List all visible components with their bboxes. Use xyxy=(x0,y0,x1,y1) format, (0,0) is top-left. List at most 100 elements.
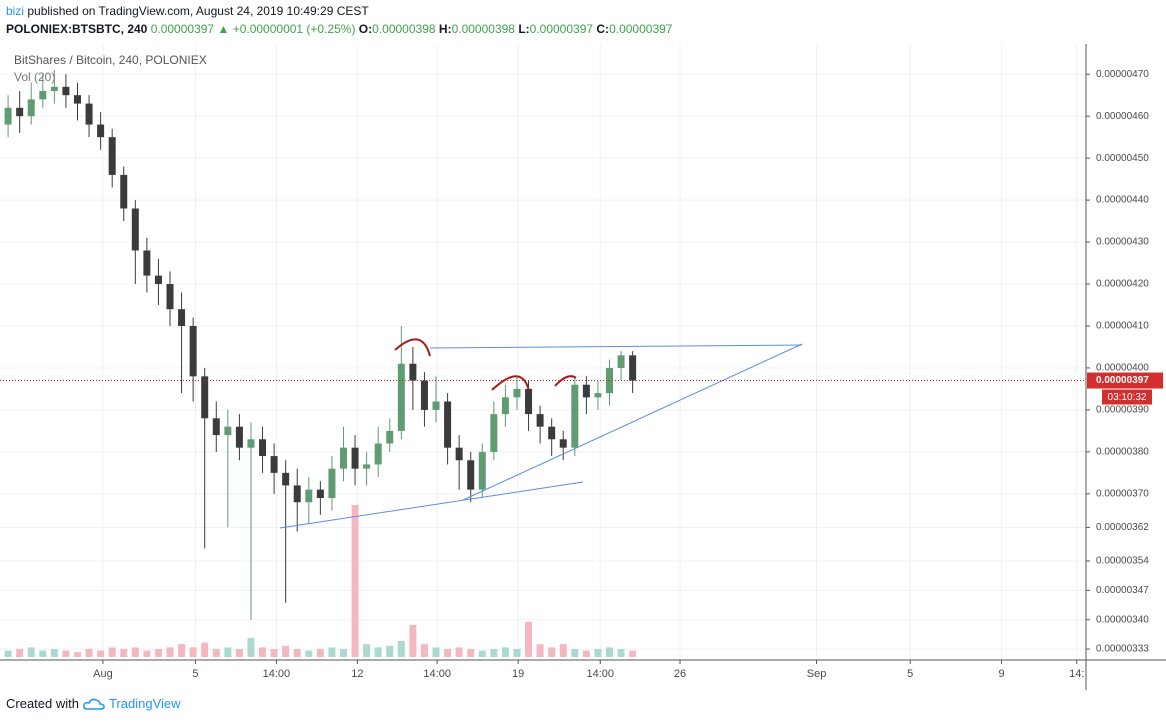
volume-bar xyxy=(201,642,209,657)
ohlc-label: H: xyxy=(438,22,452,36)
candle-body xyxy=(409,363,417,381)
candle-body xyxy=(374,443,382,465)
volume-bar xyxy=(490,649,498,657)
volume xyxy=(4,505,637,657)
volume-bar xyxy=(120,649,128,657)
volume-bar xyxy=(525,621,533,657)
volume-bar xyxy=(386,645,394,657)
y-tick-label: 0.00000410 xyxy=(1096,321,1149,332)
ohlc-label: L: xyxy=(518,22,530,36)
candle-body xyxy=(582,384,590,398)
y-tick-label: 0.00000333 xyxy=(1096,644,1149,655)
volume-bar xyxy=(39,650,47,657)
candle-body xyxy=(467,460,475,490)
candle-body xyxy=(4,107,12,125)
volume-bar xyxy=(73,652,81,657)
volume-bar xyxy=(432,647,440,657)
candle-body xyxy=(501,397,509,415)
y-tick-label: 0.00000347 xyxy=(1096,585,1149,596)
x-tick-label: 26 xyxy=(674,668,686,680)
created-with: Created with xyxy=(6,696,79,711)
candle-body xyxy=(525,388,533,415)
x-tick-label: 12 xyxy=(351,668,363,680)
up-arrow: ▲ xyxy=(217,22,230,36)
candle-body xyxy=(154,275,162,285)
y-tick-label: 0.00000370 xyxy=(1096,488,1149,499)
last-price-box xyxy=(1087,372,1163,389)
publish-line: bizi published on TradingView.com, Augus… xyxy=(6,4,369,18)
candle-body xyxy=(235,426,243,448)
volume-bar xyxy=(548,647,556,657)
x-tick-label: Sep xyxy=(807,668,827,680)
candle-body xyxy=(131,208,139,251)
trend-line xyxy=(279,481,584,529)
y-tick-label: 0.00000390 xyxy=(1096,405,1149,416)
candle-body xyxy=(50,86,58,91)
volume-bar xyxy=(189,647,197,657)
volume-bar xyxy=(617,649,625,657)
candle-body xyxy=(62,86,70,96)
candle-body xyxy=(629,355,637,381)
candle-body xyxy=(339,447,347,469)
x-tick-label: 9 xyxy=(999,668,1005,680)
candle-body xyxy=(189,325,197,377)
volume-bar xyxy=(154,649,162,657)
ohlc-value: 0.00000397 xyxy=(609,22,673,36)
x-tick-label: 14: xyxy=(1069,668,1084,680)
last-price-label: 0.00000397 xyxy=(1096,375,1149,386)
footer: Created with TradingView xyxy=(6,696,181,711)
y-tick-label: 0.00000362 xyxy=(1096,522,1149,533)
arc-annotation xyxy=(394,338,431,357)
candle-body xyxy=(293,485,301,503)
volume-bar xyxy=(467,649,475,657)
drawings xyxy=(279,338,803,529)
plot-area xyxy=(0,44,1086,660)
brand-icon xyxy=(83,698,105,710)
volume-bar xyxy=(316,649,324,657)
symbol: POLONIEX:BTSBTC, 240 xyxy=(6,22,148,36)
volume-bar xyxy=(270,649,278,657)
volume-bar xyxy=(559,644,567,657)
volume-bar xyxy=(259,647,267,657)
volume-bar xyxy=(571,649,579,657)
arc-annotation xyxy=(491,375,530,392)
candle-body xyxy=(73,95,81,104)
y-tick-label: 0.00000420 xyxy=(1096,279,1149,290)
quote-line: POLONIEX:BTSBTC, 240 0.00000397 ▲ +0.000… xyxy=(6,22,672,36)
x-tick-label: 14:00 xyxy=(263,668,291,680)
volume-bar xyxy=(513,649,521,657)
y-tick-label: 0.00000340 xyxy=(1096,614,1149,625)
candle-body xyxy=(282,472,290,486)
volume-bar xyxy=(4,650,12,657)
y-tick-label: 0.00000380 xyxy=(1096,447,1149,458)
user: bizi xyxy=(6,4,25,18)
x-tick-label: 14:00 xyxy=(423,668,451,680)
candle-body xyxy=(559,439,567,448)
volume-bar xyxy=(27,647,35,657)
countdown: 03:10:32 xyxy=(1108,392,1147,403)
candle-body xyxy=(536,414,544,427)
candle-body xyxy=(224,426,232,436)
volume-bar xyxy=(328,647,336,657)
candle-body xyxy=(351,447,359,469)
volume-bar xyxy=(420,644,428,657)
volume-bar xyxy=(85,649,93,657)
volume-bar xyxy=(363,644,371,657)
candle-body xyxy=(178,309,186,326)
candles xyxy=(4,70,637,620)
volume-bar xyxy=(351,505,359,657)
candle-body xyxy=(397,363,405,431)
candle-body xyxy=(386,430,394,444)
ohlc-value: 0.00000397 xyxy=(529,22,594,36)
chart-title: BitShares / Bitcoin, 240, POLONIEX xyxy=(14,53,207,67)
candle-body xyxy=(478,451,486,490)
volume-bar xyxy=(143,650,151,657)
volume-bar xyxy=(50,649,58,657)
candle-body xyxy=(444,401,452,448)
volume-bar xyxy=(305,650,313,657)
ohlc-value: 0.00000398 xyxy=(372,22,436,36)
volume-bar xyxy=(108,647,116,657)
volume-bar xyxy=(224,647,232,657)
